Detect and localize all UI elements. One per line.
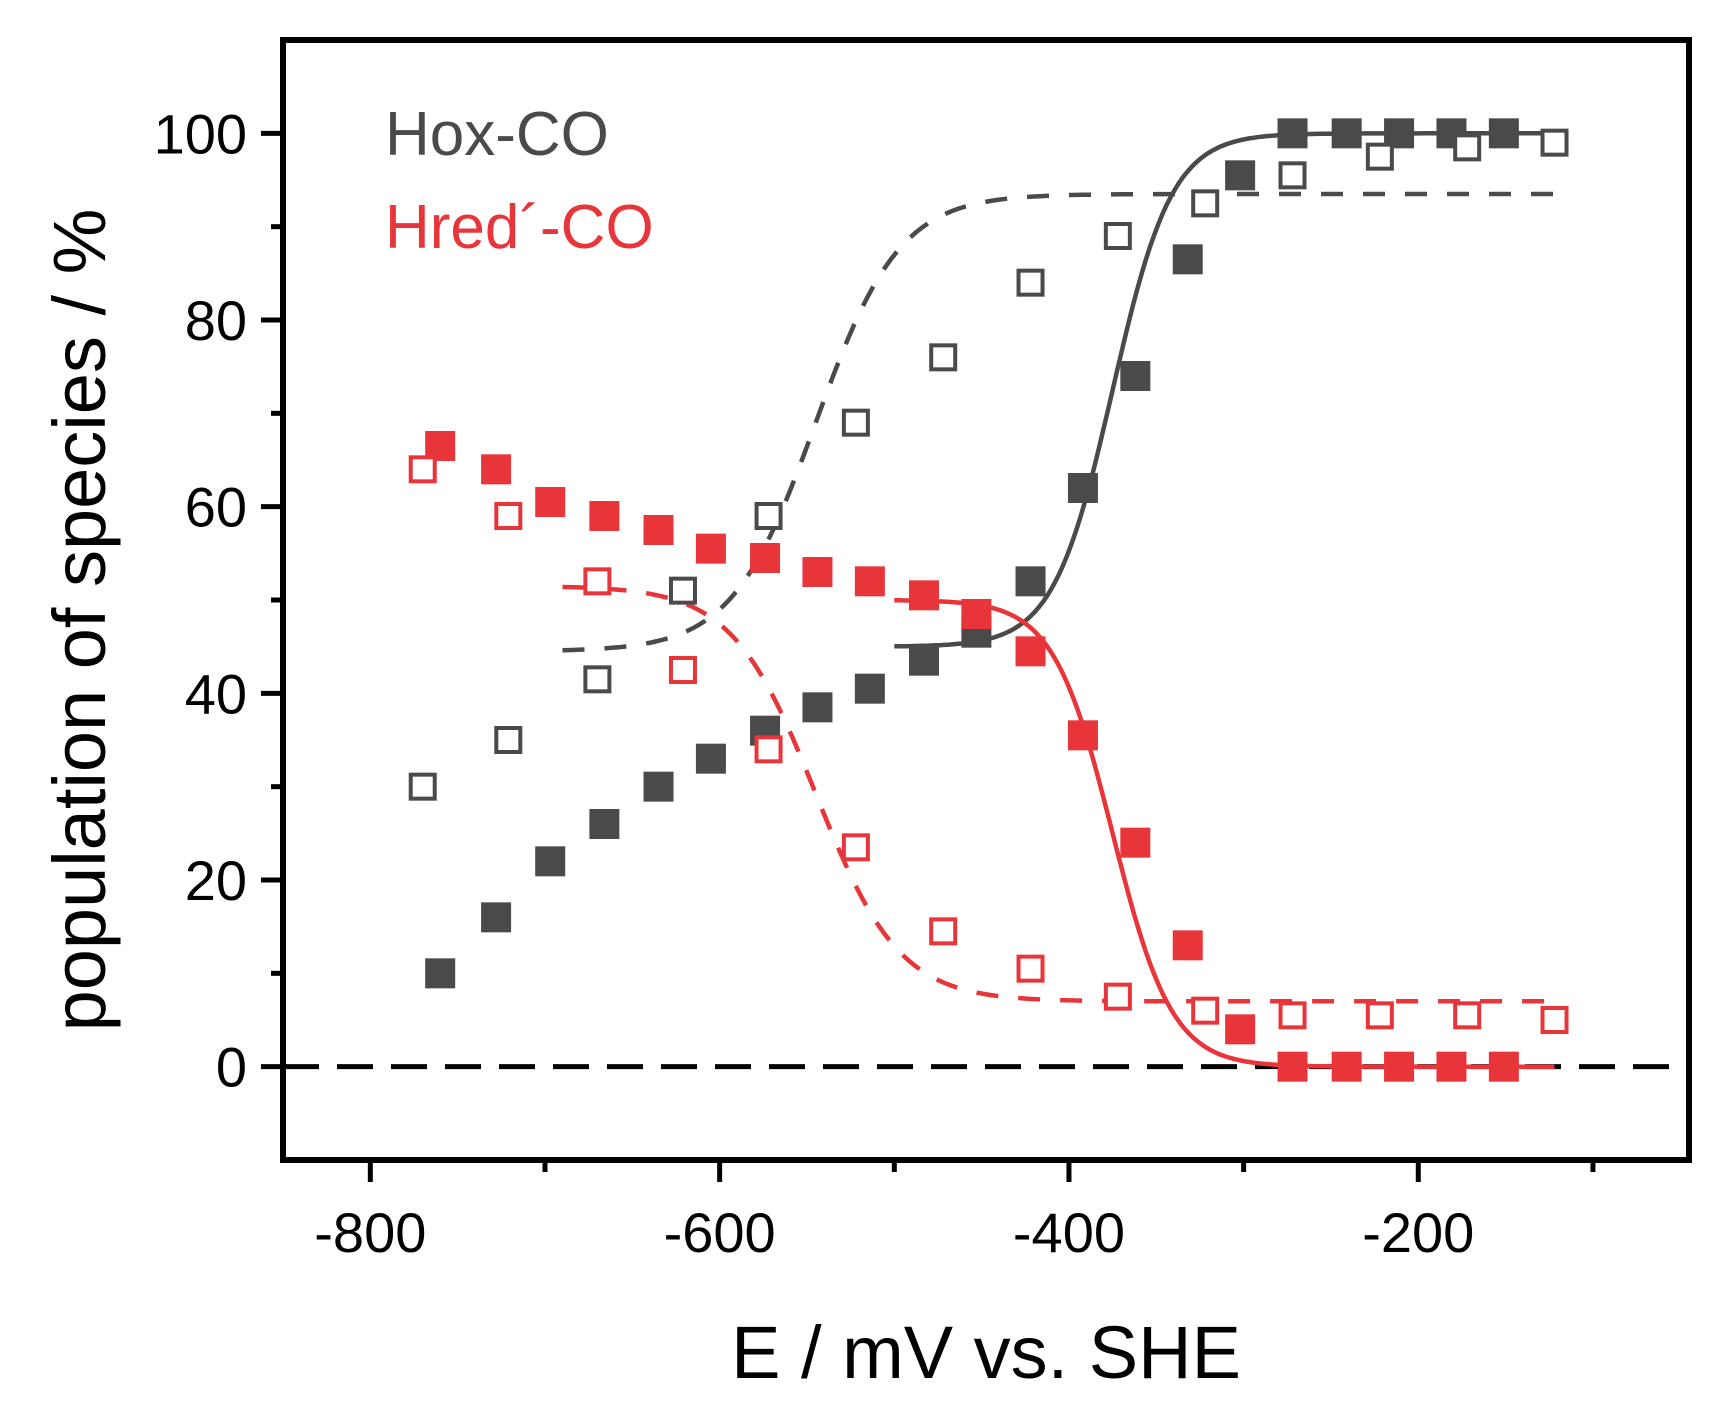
data-point-open xyxy=(841,833,870,862)
data-point-open xyxy=(754,735,783,764)
data-point-filled xyxy=(908,645,939,676)
data-point-filled xyxy=(1277,1051,1308,1082)
data-point-filled xyxy=(1172,930,1203,961)
y-tick-label: 0 xyxy=(216,1036,247,1099)
x-tick-label: -400 xyxy=(1013,1201,1125,1264)
data-point-filled xyxy=(1120,827,1151,858)
data-point-open xyxy=(494,502,523,530)
legend-hox-co: Hox-CO xyxy=(385,100,609,169)
data-point-filled xyxy=(1331,118,1362,149)
data-point-open xyxy=(929,343,958,372)
data-point-filled xyxy=(908,580,939,611)
data-point-filled xyxy=(802,557,833,587)
data-point-filled xyxy=(1225,160,1256,191)
data-point-filled xyxy=(589,501,620,531)
data-point-filled xyxy=(1067,720,1098,751)
data-point-filled xyxy=(1436,1051,1467,1082)
data-point-open xyxy=(841,408,870,437)
data-point-filled xyxy=(961,599,992,629)
data-point-filled xyxy=(481,454,512,485)
x-tick-label: -800 xyxy=(314,1201,426,1264)
y-tick-label: 40 xyxy=(185,662,247,725)
data-point-filled xyxy=(1225,1014,1256,1045)
data-point-filled xyxy=(1488,1051,1519,1082)
data-point-filled xyxy=(535,487,566,517)
data-point-filled xyxy=(1384,1051,1415,1082)
y-tick-label: 100 xyxy=(154,102,247,165)
data-point-open xyxy=(583,665,612,694)
fit-curve xyxy=(562,191,1555,653)
data-point-open xyxy=(668,576,697,605)
data-point-open xyxy=(1453,133,1482,162)
data-point-filled xyxy=(854,566,885,597)
data-point-open xyxy=(1191,996,1220,1025)
data-point-open xyxy=(1453,1001,1482,1030)
data-point-filled xyxy=(589,809,620,839)
data-point-open xyxy=(1278,161,1307,190)
data-point-open xyxy=(1016,954,1045,983)
data-point-filled xyxy=(695,743,726,774)
data-point-open xyxy=(1540,1006,1569,1034)
x-tick-label: -600 xyxy=(664,1201,776,1264)
data-point-filled xyxy=(1015,566,1046,597)
y-tick-label: 20 xyxy=(185,849,247,912)
data-point-open xyxy=(1365,1001,1394,1030)
y-axis-title: population of species / % xyxy=(38,209,121,1032)
data-point-open xyxy=(1191,189,1220,218)
x-tick-label: -200 xyxy=(1362,1201,1474,1264)
data-point-filled xyxy=(1015,636,1046,667)
data-point-open xyxy=(668,656,697,684)
data-point-filled xyxy=(535,846,566,877)
data-point-open xyxy=(1103,222,1132,250)
data-point-open xyxy=(1016,268,1045,297)
data-point-open xyxy=(929,917,958,946)
data-point-filled xyxy=(643,515,674,545)
data-points xyxy=(408,118,1569,1082)
data-point-open xyxy=(494,726,523,754)
legend-hred-co: Hred´-CO xyxy=(385,193,654,262)
axis-ticks xyxy=(261,130,1596,1182)
data-point-open xyxy=(754,502,783,530)
data-point-open xyxy=(583,567,612,596)
data-point-filled xyxy=(1488,118,1519,149)
data-point-filled xyxy=(1067,473,1098,503)
data-point-filled xyxy=(1331,1051,1362,1082)
data-point-filled xyxy=(695,533,726,564)
data-point-filled xyxy=(1120,361,1151,391)
fit-curve xyxy=(562,584,1555,1004)
data-point-open xyxy=(408,455,437,484)
data-point-open xyxy=(1278,1001,1307,1030)
data-point-filled xyxy=(481,902,512,933)
y-tick-label: 60 xyxy=(185,476,247,539)
data-point-filled xyxy=(425,958,456,989)
data-point-filled xyxy=(802,692,833,723)
data-point-open xyxy=(1365,142,1394,171)
data-point-filled xyxy=(643,771,674,802)
data-point-filled xyxy=(854,673,885,704)
data-point-open xyxy=(1540,128,1569,157)
data-point-filled xyxy=(1277,118,1308,149)
data-point-filled xyxy=(750,543,781,573)
x-axis-title: E / mV vs. SHE xyxy=(731,1311,1241,1394)
data-point-filled xyxy=(1172,244,1203,275)
data-point-open xyxy=(1103,982,1132,1011)
data-point-open xyxy=(408,772,437,801)
tick-labels: -800 -600 -400 -200 0 20 40 60 80 100 xyxy=(154,102,1475,1264)
y-tick-label: 80 xyxy=(185,289,247,352)
